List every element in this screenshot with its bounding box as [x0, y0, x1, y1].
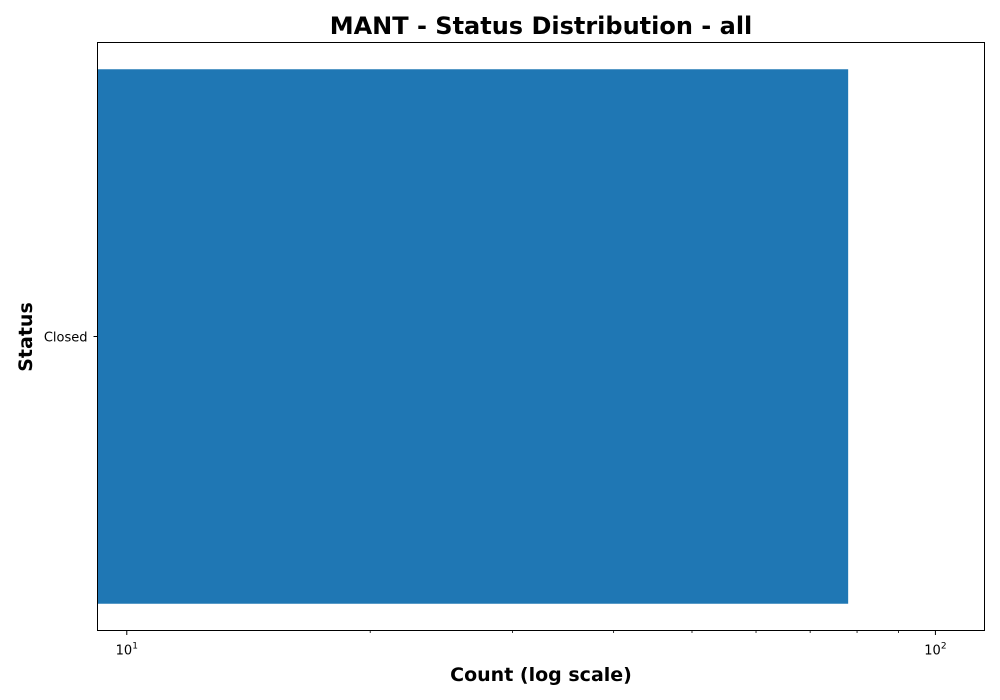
- bar-closed: [97, 69, 849, 604]
- x-axis-label: Count (log scale): [450, 664, 632, 686]
- x-tick-label: 101: [116, 642, 138, 659]
- chart-title: MANT - Status Distribution - all: [330, 12, 753, 40]
- x-tick-label: 102: [924, 642, 946, 659]
- plot-area: [97, 69, 849, 604]
- y-axis-label: Status: [15, 302, 37, 372]
- y-tick-label: Closed: [44, 331, 88, 346]
